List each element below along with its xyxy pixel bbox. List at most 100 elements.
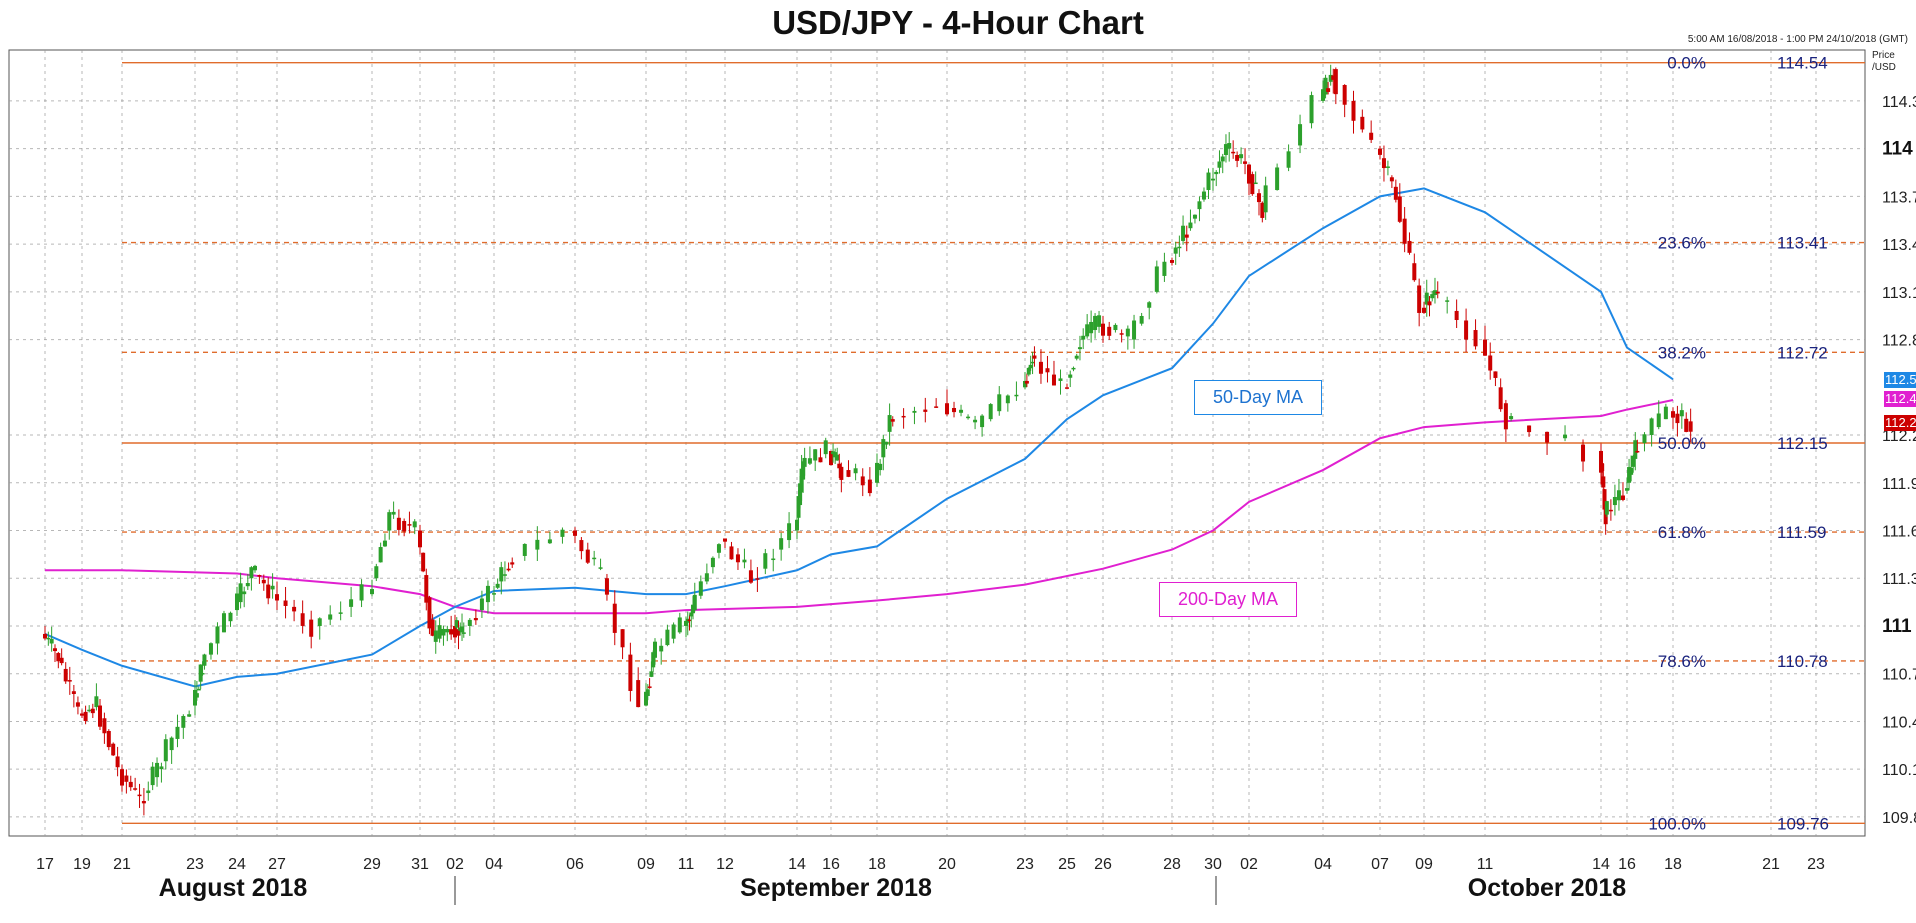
candle-body — [795, 519, 799, 531]
candle-body — [275, 594, 279, 601]
candle-body — [649, 671, 654, 677]
candle-body — [573, 530, 577, 536]
ma200-line — [45, 399, 1674, 615]
x-tick-label: 04 — [485, 856, 503, 873]
candle-body — [1184, 234, 1189, 238]
candle-body — [128, 781, 133, 788]
candle-body — [1422, 307, 1426, 313]
candle-body — [492, 593, 496, 595]
candle-body — [1243, 161, 1248, 164]
candle-body — [1331, 75, 1336, 80]
ma200-price-tag: 112.42 — [1884, 391, 1916, 407]
fib-value-label: 114.54 — [1777, 54, 1828, 73]
x-tick-label: 23 — [1016, 856, 1034, 873]
fib-value-label: 112.15 — [1777, 434, 1828, 453]
candle-body — [729, 546, 734, 560]
x-tick-label: 21 — [113, 856, 131, 873]
candle-body — [1369, 132, 1374, 140]
candle-body — [835, 454, 840, 461]
candle-body — [1612, 496, 1617, 506]
candle-body — [437, 625, 442, 639]
candle-body — [1107, 326, 1112, 336]
candle-body — [196, 688, 201, 691]
candle-body — [1663, 406, 1668, 420]
candle-body — [245, 583, 250, 587]
candle-body — [677, 617, 682, 633]
candle-body — [1286, 151, 1291, 168]
candle-body — [1250, 174, 1255, 195]
candle-body — [687, 619, 692, 622]
candle-body — [309, 619, 314, 637]
candle-body — [1378, 148, 1382, 155]
candle-body — [846, 470, 851, 477]
x-tick-label: 29 — [363, 856, 381, 873]
y-tick-label: 110.4 — [1882, 714, 1916, 731]
candle-body — [1097, 315, 1102, 327]
candle-body — [396, 517, 401, 530]
candle-body — [141, 800, 146, 804]
candle-body — [63, 668, 68, 682]
candle-body — [1177, 246, 1182, 249]
candle-body — [133, 788, 138, 790]
candle-body — [1231, 151, 1236, 154]
candle-body — [966, 416, 971, 419]
x-tick-label: 25 — [1058, 856, 1076, 873]
candle-body — [860, 476, 865, 486]
candle-body — [1260, 202, 1265, 218]
x-tick-label: 23 — [1807, 856, 1825, 873]
candle-body — [106, 730, 111, 748]
candle-body — [1608, 509, 1613, 512]
x-tick-label: 23 — [186, 856, 204, 873]
candle-body — [1173, 247, 1178, 254]
ma50-line — [44, 187, 1674, 688]
candle-body — [338, 612, 343, 614]
y-axis: 114.3 114 113.7 113.4 113.1 112.8 112.2 111.9 11… — [1882, 94, 1916, 827]
candle-body — [1014, 394, 1019, 397]
candle-body — [604, 578, 609, 595]
candle-body — [945, 403, 949, 415]
candle-body — [1604, 501, 1609, 515]
candle-body — [407, 524, 412, 526]
candle-body — [796, 496, 801, 518]
y-tick-label: 111 — [1882, 616, 1912, 637]
candle-body — [1625, 488, 1629, 491]
candle-body — [723, 538, 727, 542]
candle-body — [787, 523, 792, 541]
fib-pct-label: 23.6% — [1658, 234, 1706, 253]
candle-body — [202, 654, 207, 666]
fib-value-label: 112.72 — [1777, 343, 1828, 362]
candle-body — [461, 632, 466, 634]
candle-body — [194, 693, 199, 698]
candle-body — [502, 574, 507, 576]
x-tick-label: 21 — [1762, 856, 1780, 873]
x-tick-label: 11 — [678, 856, 695, 873]
candle-body — [1323, 77, 1328, 95]
y-tick-label: 112.2 — [1882, 428, 1916, 445]
x-tick-label: 18 — [868, 856, 886, 873]
fib-pct-label: 78.6% — [1658, 652, 1706, 671]
candle-body — [270, 585, 275, 590]
x-tick-label: 02 — [446, 856, 464, 873]
candle-body — [801, 461, 806, 480]
candle-body — [799, 468, 804, 493]
candle-body — [1058, 378, 1063, 381]
candle-body — [1275, 167, 1280, 191]
candle-body — [1139, 315, 1144, 324]
candle-body — [1125, 328, 1130, 337]
candle-body — [454, 620, 459, 628]
candle-body — [221, 613, 226, 633]
candle-body — [1162, 261, 1167, 276]
candle-body — [1085, 324, 1090, 337]
candle-body — [1101, 323, 1105, 336]
candle-body — [421, 552, 426, 572]
candle-body — [912, 410, 917, 413]
candle-body — [1147, 302, 1152, 308]
candle-body — [651, 652, 656, 668]
candle-body — [818, 457, 823, 463]
candle-body — [1600, 463, 1605, 471]
candle-body — [1629, 467, 1634, 475]
candle-body — [257, 575, 262, 577]
candle-body — [890, 419, 895, 422]
x-tick-label: 16 — [822, 856, 840, 873]
candle-body — [1309, 95, 1314, 124]
